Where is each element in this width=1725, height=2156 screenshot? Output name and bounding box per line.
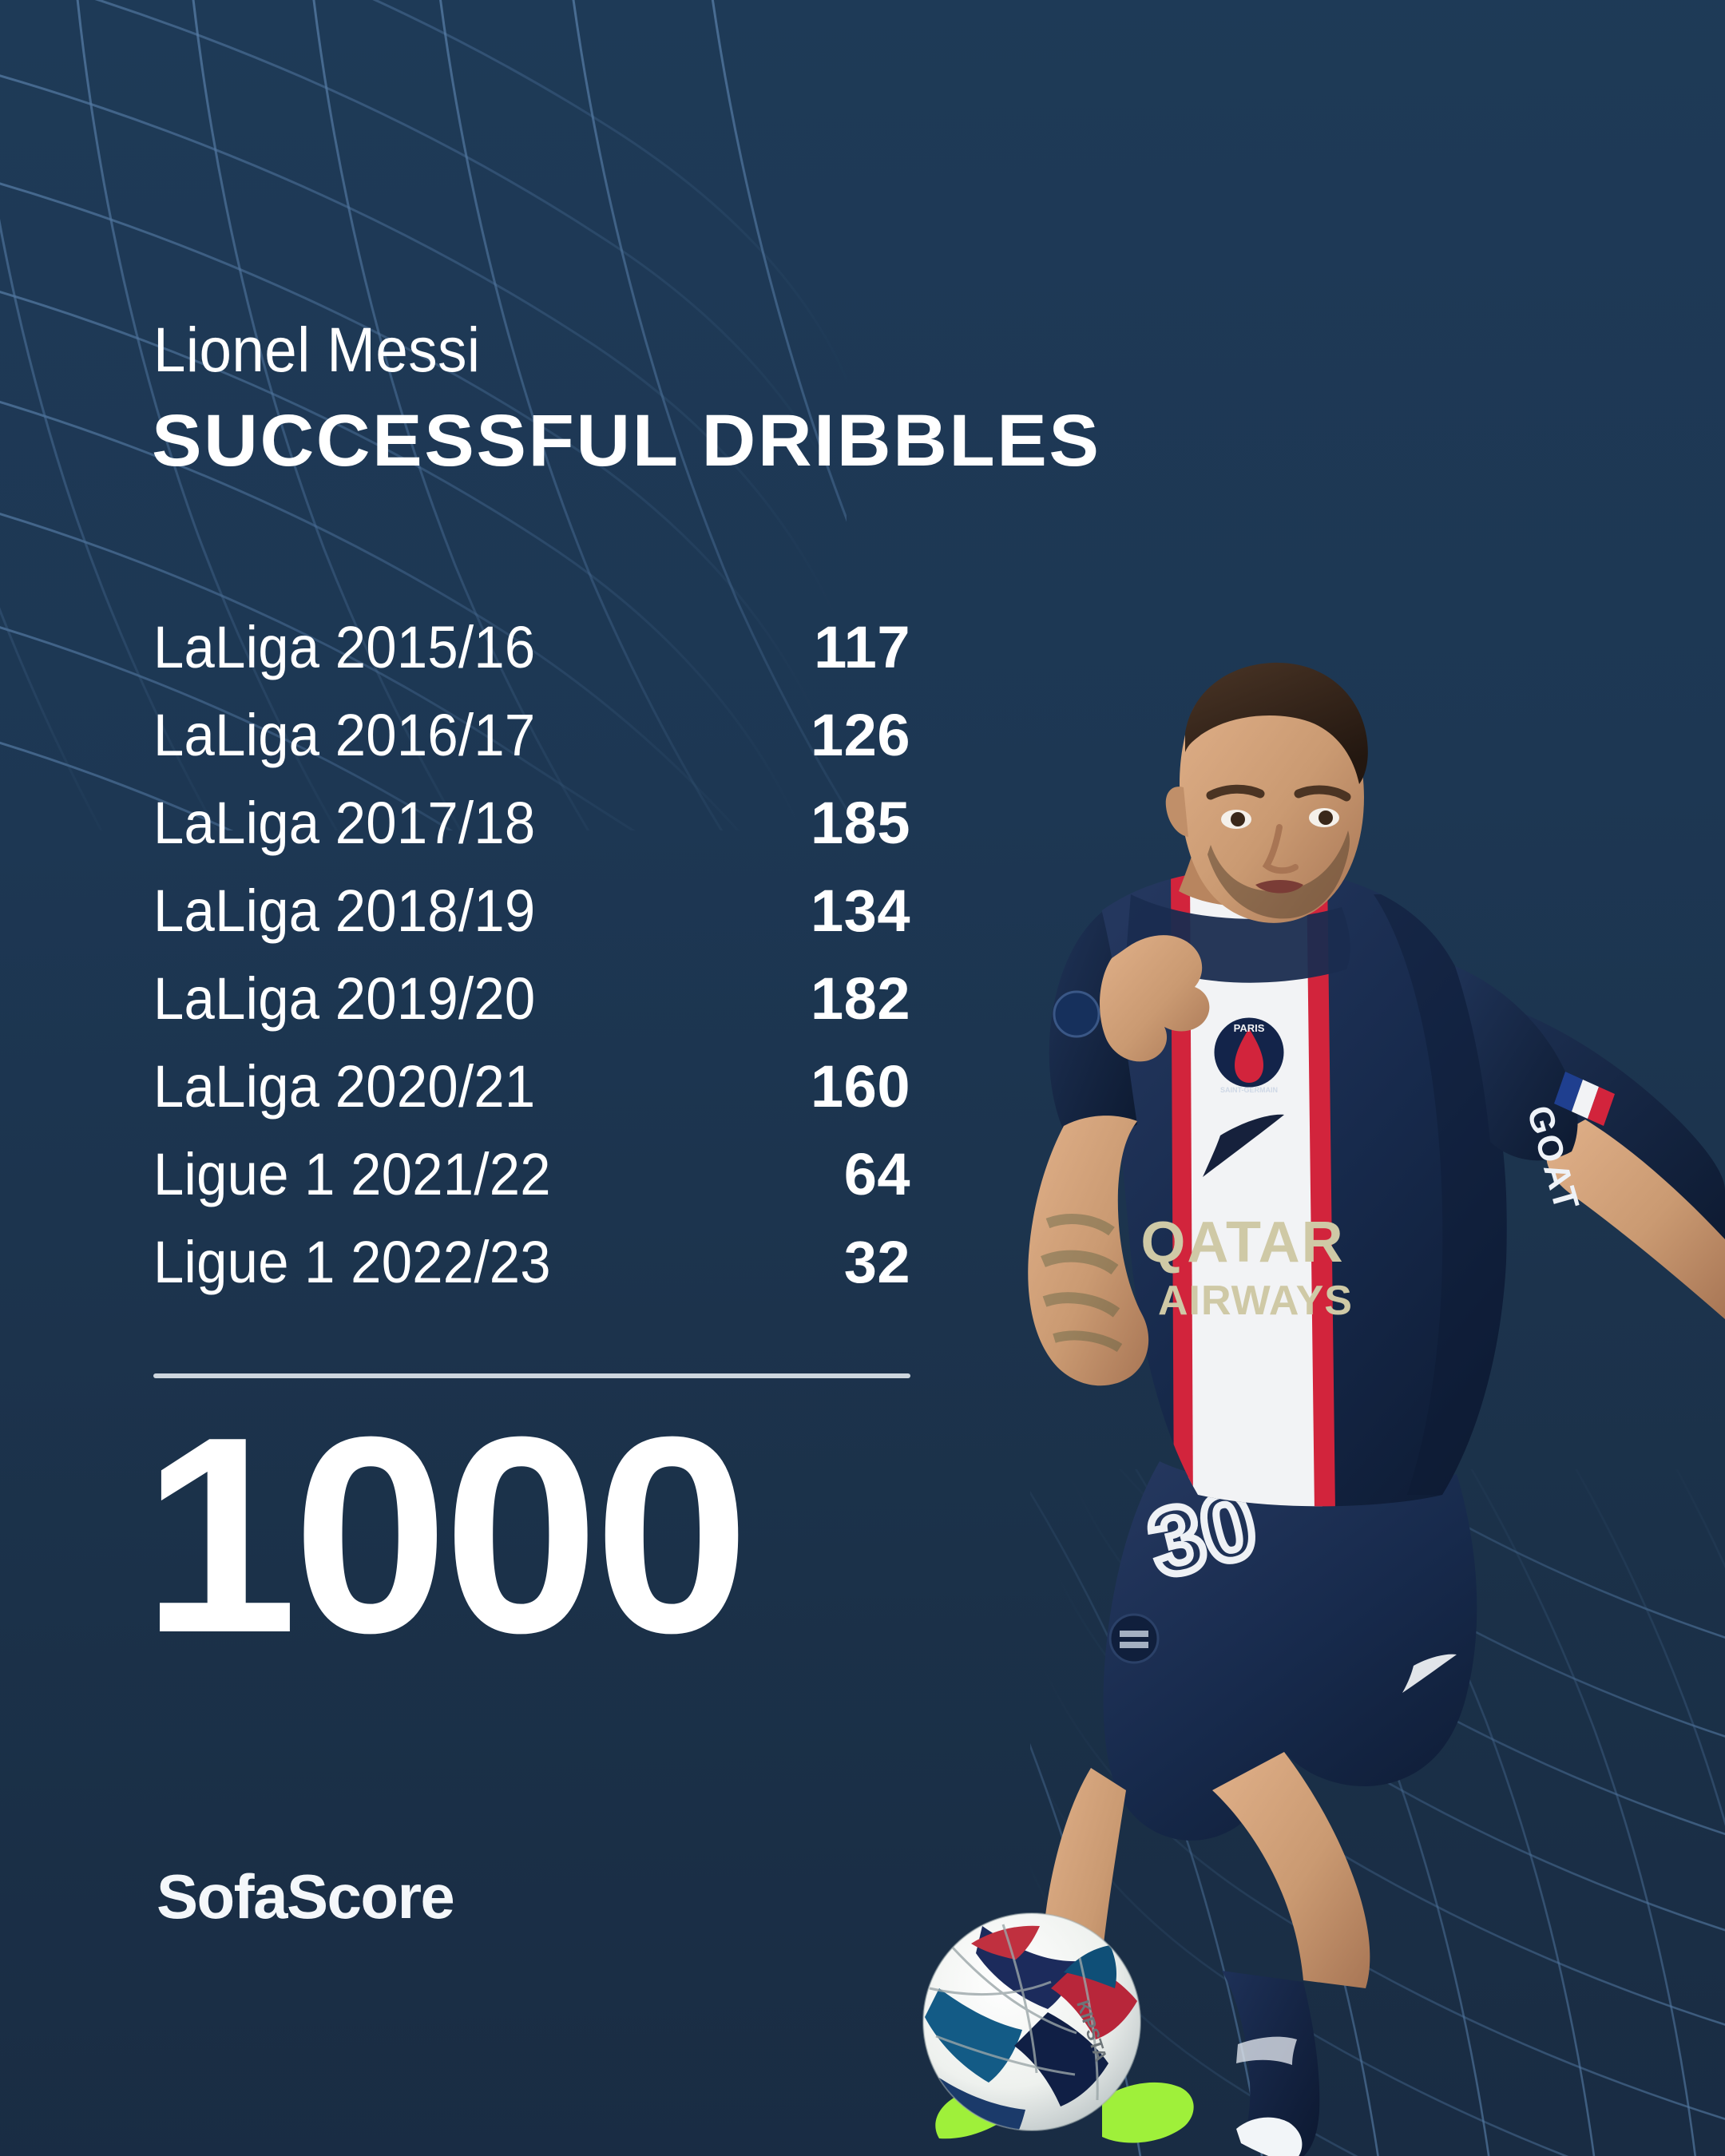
- total-divider: [153, 1373, 910, 1378]
- row-label: LaLiga 2019/20: [153, 965, 536, 1032]
- near-arm: [1028, 1116, 1149, 1386]
- ligue1-patch-detail: [1120, 1631, 1148, 1648]
- row-label: Ligue 1 2021/22: [153, 1141, 551, 1207]
- row-value: 182: [811, 965, 910, 1032]
- shirt-shadow: [1374, 894, 1506, 1495]
- face: [1180, 676, 1364, 923]
- hair: [1185, 662, 1368, 784]
- sock-nike-icon: [1236, 2036, 1297, 2065]
- row-label: LaLiga 2020/21: [153, 1053, 536, 1120]
- row-value: 126: [811, 702, 910, 768]
- page-kicker: Lionel Messi: [153, 314, 481, 385]
- row-value: 64: [843, 1141, 910, 1207]
- total-value: 1000: [142, 1379, 750, 1691]
- stats-list: LaLiga 2015/16 117 LaLiga 2016/17 126 La…: [153, 604, 910, 1306]
- shirt-red-stripe-right: [1307, 870, 1335, 1507]
- row-label: LaLiga 2018/19: [153, 878, 536, 944]
- row-label: LaLiga 2017/18: [153, 790, 536, 856]
- messi-illustration-icon: 30: [922, 662, 1725, 2156]
- list-item: LaLiga 2018/19 134: [153, 867, 910, 955]
- football: KIPSTA: [922, 1912, 1141, 2131]
- sponsor-airways: AIRWAYS: [1158, 1278, 1353, 1324]
- sofascore-logo: SofaScore: [157, 1861, 455, 1932]
- near-hand: [1100, 935, 1210, 1062]
- ligue1-sleeve-patch-icon: [1053, 990, 1100, 1038]
- sponsor-qatar: QATAR: [1140, 1211, 1344, 1274]
- shorts-swoosh-icon: [1402, 1654, 1457, 1693]
- list-item: LaLiga 2015/16 117: [153, 604, 910, 692]
- list-item: LaLiga 2016/17 126: [153, 692, 910, 779]
- shorts: [1103, 1461, 1477, 1841]
- chest-swoosh-icon: [1203, 1114, 1284, 1177]
- ear: [1165, 787, 1188, 837]
- row-label: LaLiga 2016/17: [153, 702, 536, 768]
- front-ankle-tape: [1236, 2117, 1303, 2156]
- ligue1-patch-icon: [1108, 1613, 1160, 1664]
- nose: [1262, 824, 1299, 874]
- pupil-right: [1319, 810, 1333, 825]
- list-item: Ligue 1 2021/22 64: [153, 1131, 910, 1219]
- row-value: 185: [811, 790, 910, 856]
- row-value: 134: [811, 878, 910, 944]
- list-item: LaLiga 2020/21 160: [153, 1043, 910, 1131]
- row-label: Ligue 1 2022/23: [153, 1229, 551, 1295]
- eyebrow-left: [1206, 784, 1265, 800]
- far-arm: [1546, 1120, 1725, 1319]
- arm-tattoo-icon: [1041, 1214, 1123, 1353]
- front-boot: [1102, 2082, 1194, 2143]
- right-sleeve: [1455, 966, 1578, 1161]
- svg-text:PARIS: PARIS: [1234, 1022, 1265, 1034]
- row-value: 117: [814, 614, 910, 680]
- pupil-left: [1231, 812, 1245, 826]
- mouth: [1255, 880, 1303, 894]
- page-title: SUCCESSFUL DRIBBLES: [152, 400, 1101, 482]
- svg-text:SAINT-GERMAIN: SAINT-GERMAIN: [1220, 1086, 1278, 1094]
- row-value: 32: [843, 1229, 910, 1295]
- eyebrow-right: [1294, 785, 1351, 802]
- beard: [1208, 830, 1350, 919]
- list-item: LaLiga 2019/20 182: [153, 955, 910, 1043]
- row-label: LaLiga 2015/16: [153, 614, 536, 680]
- front-leg-sock: [1222, 1971, 1320, 2156]
- row-value: 160: [811, 1053, 910, 1120]
- list-item: Ligue 1 2022/23 32: [153, 1219, 910, 1306]
- player-photo: 30: [862, 631, 1725, 2156]
- psg-badge-icon: PARIS SAINT-GERMAIN: [1210, 1013, 1288, 1094]
- front-leg-thigh: [1212, 1752, 1370, 1988]
- head: [1165, 662, 1368, 923]
- french-flag-patch-icon: [1554, 1072, 1615, 1126]
- list-item: LaLiga 2017/18 185: [153, 779, 910, 867]
